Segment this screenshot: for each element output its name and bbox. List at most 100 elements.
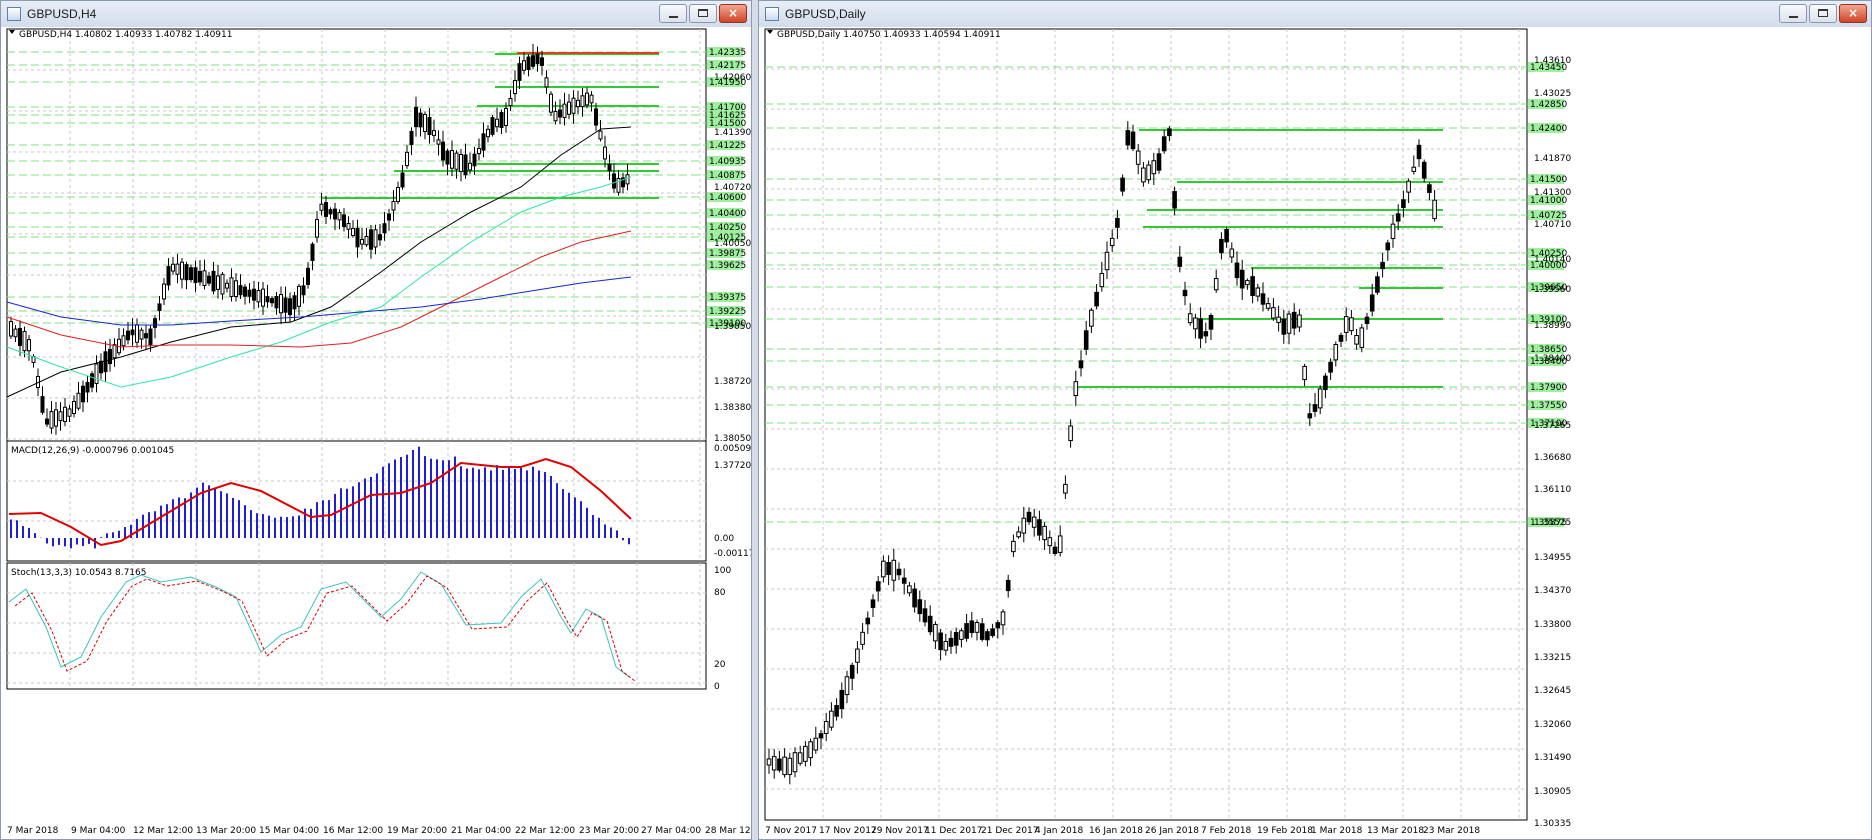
candle-body	[324, 202, 328, 217]
level-price-tag	[1528, 382, 1564, 392]
stoch-axis-label: 80	[714, 588, 726, 598]
level-price-label: 1.39650	[1530, 283, 1567, 293]
candle-body	[238, 285, 243, 296]
candle-body	[974, 622, 980, 633]
candle-body	[198, 270, 202, 283]
candle-body	[112, 344, 117, 359]
time-axis-label: 22 Mar 12:00	[515, 826, 575, 836]
maximize-button[interactable]	[1809, 4, 1837, 23]
candle-body	[1026, 511, 1032, 523]
price-axis-label: 1.41870	[1534, 154, 1571, 164]
candle-body	[1146, 164, 1151, 181]
candle-body	[1312, 404, 1318, 412]
candle-body	[472, 153, 477, 167]
candle-body	[405, 151, 409, 167]
candle-body	[481, 133, 486, 151]
candle-body	[1271, 307, 1276, 319]
close-button[interactable]: ×	[719, 4, 747, 23]
price-axis-label: 1.31490	[1534, 753, 1571, 763]
candle-body	[252, 288, 256, 301]
candle-body	[979, 623, 985, 640]
moving-average-red	[6, 230, 632, 348]
close-button[interactable]: ×	[1839, 4, 1867, 23]
candle-body	[1213, 278, 1219, 291]
daily-chart-area[interactable]: 1.43450 1.42850 1.42400 1.41500 1.41000 1.407…	[759, 27, 1871, 839]
time-axis-label: 26 Jan 2018	[1145, 826, 1199, 836]
minimize-button[interactable]	[1779, 4, 1807, 23]
maximize-icon	[698, 9, 708, 17]
candle-body	[1109, 237, 1115, 247]
main-chart-header: GBPUSD,H4 1.40802 1.40933 1.40782 1.4091…	[19, 30, 232, 40]
candle-body	[1135, 150, 1141, 165]
time-axis-label: 19 Feb 2018	[1257, 826, 1313, 836]
time-axis-label: 21 Mar 04:00	[451, 826, 511, 836]
candle-body	[1369, 294, 1375, 312]
candle-body	[1229, 248, 1235, 258]
candle-body	[959, 630, 964, 640]
candle-body	[175, 263, 180, 275]
candle-body	[953, 632, 959, 646]
candle-body	[450, 150, 454, 169]
level-price-tag	[1528, 356, 1564, 366]
candle-body	[1208, 314, 1214, 330]
candle-body	[616, 177, 621, 193]
level-price-label: 1.42850	[1530, 100, 1567, 110]
candle-body	[834, 705, 839, 717]
level-price-tag	[707, 192, 743, 202]
price-axis-label: 1.38050	[714, 434, 751, 444]
minimize-button[interactable]	[659, 4, 687, 23]
chart-window-daily[interactable]: GBPUSD,Daily × 1.43450 1.42850 1.42400 1.41…	[758, 0, 1872, 840]
candle-body	[171, 263, 175, 272]
level-price-tag	[1528, 123, 1564, 133]
macd-axis-label: 0.00	[714, 534, 734, 544]
candle-body	[922, 608, 928, 623]
candle-body	[1120, 177, 1125, 192]
candle-body	[1083, 330, 1089, 350]
candle-body	[589, 94, 594, 104]
price-axis-label: 1.34955	[1534, 553, 1571, 563]
candle-body	[364, 236, 369, 246]
candle-body	[517, 63, 522, 81]
candle-body	[844, 676, 850, 696]
candle-body	[1094, 291, 1099, 307]
candle-body	[301, 285, 306, 296]
price-axis-label: 1.34370	[1534, 586, 1571, 596]
candle-body	[1099, 272, 1105, 288]
candle-body	[526, 56, 531, 70]
candle-body	[891, 559, 897, 581]
time-axis-label: 21 Dec 2017	[981, 826, 1039, 836]
candle-body	[328, 209, 333, 215]
maximize-button[interactable]	[689, 4, 717, 23]
level-price-label: 1.41950	[709, 78, 746, 88]
candle-body	[297, 285, 301, 307]
candle-body	[943, 640, 949, 651]
level-price-label: 1.40400	[709, 209, 746, 219]
candle-body	[1427, 184, 1432, 193]
candle-body	[18, 328, 22, 346]
window-titlebar[interactable]: GBPUSD,Daily ×	[759, 1, 1871, 28]
candle-body	[839, 689, 845, 710]
time-axis-label: 11 Dec 2017	[925, 826, 983, 836]
time-axis-label: 9 Mar 04:00	[71, 826, 126, 836]
h4-chart-area[interactable]: 1.42335 1.42175 1.41950 1.417001.416251.415…	[1, 27, 751, 839]
price-axis-label: 1.40050	[714, 239, 751, 249]
candle-body	[373, 229, 378, 248]
chart-window-h4[interactable]: GBPUSD,H4 × 1.42335 1.42175 1.41950 1.41700…	[0, 0, 752, 840]
price-axis-label: 1.32645	[1534, 686, 1571, 696]
price-axis-label: 1.39560	[1534, 285, 1571, 295]
candle-body	[130, 329, 135, 336]
window-title: GBPUSD,Daily	[785, 7, 866, 21]
level-price-tag	[707, 318, 743, 328]
candle-body	[540, 57, 544, 66]
candle-body	[279, 294, 283, 314]
candle-body	[1260, 293, 1266, 305]
candle-body	[468, 162, 472, 171]
window-titlebar[interactable]: GBPUSD,H4 ×	[1, 1, 751, 28]
candle-body	[948, 637, 954, 647]
level-price-label: 1.39225	[709, 307, 746, 317]
candle-body	[274, 296, 279, 309]
candle-body	[369, 229, 373, 250]
level-price-label: 1.35875	[1530, 518, 1567, 528]
candle-body	[1151, 160, 1157, 175]
candle-body	[1406, 180, 1411, 193]
